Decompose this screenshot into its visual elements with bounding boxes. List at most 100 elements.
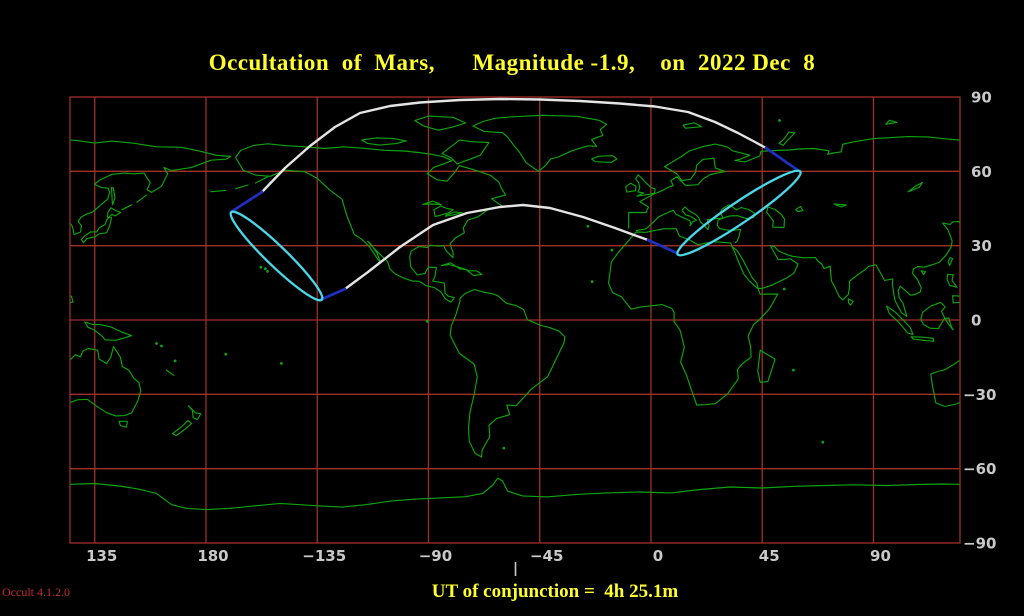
island-dot bbox=[610, 248, 614, 252]
coastline bbox=[920, 270, 926, 276]
island-dot bbox=[266, 270, 269, 273]
coastline bbox=[57, 274, 67, 287]
coastline bbox=[591, 155, 618, 163]
app-version-label: Occult 4.1.2.0 bbox=[2, 585, 70, 599]
coastline bbox=[254, 176, 269, 184]
coastline bbox=[886, 305, 914, 336]
island-dot bbox=[778, 119, 781, 122]
coastline bbox=[885, 119, 898, 125]
coastline bbox=[70, 477, 960, 511]
coastline bbox=[466, 270, 483, 277]
twilight-limit-segment bbox=[646, 238, 679, 255]
coastline bbox=[31, 271, 35, 275]
island-dot bbox=[259, 265, 263, 269]
coastline bbox=[952, 295, 960, 304]
coastline bbox=[1012, 205, 1022, 210]
occultation-upper-limit bbox=[260, 97, 768, 194]
twilight-limit-segment bbox=[764, 146, 801, 173]
coastline bbox=[136, 194, 148, 203]
lon-tick-label: 180 bbox=[197, 547, 228, 565]
coastline bbox=[0, 306, 23, 335]
island-dot bbox=[821, 440, 825, 444]
coastline bbox=[847, 298, 854, 306]
lon-tick-label: 90 bbox=[870, 547, 891, 565]
coastline bbox=[433, 205, 454, 217]
coastline bbox=[472, 114, 608, 172]
island-dot bbox=[502, 446, 506, 450]
lon-tick-label: −45 bbox=[530, 547, 563, 565]
coastline bbox=[165, 369, 175, 376]
coastline bbox=[84, 321, 133, 341]
island-dot bbox=[782, 287, 786, 291]
lon-tick-label: −90 bbox=[419, 547, 452, 565]
daylight-limit-loop bbox=[229, 210, 324, 302]
island-dot bbox=[792, 368, 795, 372]
lat-tick-label: −90 bbox=[963, 535, 996, 553]
coastline bbox=[70, 139, 232, 236]
island-dot bbox=[155, 342, 158, 345]
island-dot bbox=[280, 362, 283, 365]
lat-tick-label: 30 bbox=[971, 237, 992, 255]
coastline bbox=[31, 302, 55, 328]
twilight-limit-segment bbox=[318, 287, 347, 302]
coastline bbox=[910, 336, 935, 342]
coastline bbox=[635, 206, 724, 232]
coastline bbox=[55, 318, 63, 330]
island-dot bbox=[173, 359, 177, 363]
coastline bbox=[118, 420, 128, 428]
lat-tick-label: 60 bbox=[971, 163, 992, 181]
coastline bbox=[947, 257, 954, 267]
lat-tick-label: 90 bbox=[971, 89, 992, 107]
coastline bbox=[778, 131, 796, 146]
coastline bbox=[449, 288, 566, 458]
island-dot bbox=[590, 280, 594, 283]
coastline bbox=[1009, 421, 1017, 427]
coastline bbox=[171, 420, 193, 437]
island-dot bbox=[224, 352, 228, 356]
island-dot bbox=[586, 224, 590, 228]
coastline bbox=[716, 217, 742, 243]
coastline bbox=[210, 189, 227, 193]
coastline bbox=[21, 337, 44, 342]
island-dot bbox=[160, 344, 163, 348]
coastline bbox=[607, 228, 779, 406]
coastline bbox=[920, 301, 946, 330]
conjunction-time-label: UT of conjunction = 4h 25.1m bbox=[431, 581, 679, 602]
coastline bbox=[946, 273, 958, 288]
twilight-limit-segment bbox=[229, 190, 264, 214]
daylight-limit-loop bbox=[676, 169, 802, 257]
coastline bbox=[833, 203, 847, 208]
coastline bbox=[414, 115, 467, 131]
lat-tick-label: −30 bbox=[963, 386, 996, 404]
coastline bbox=[907, 181, 923, 193]
island-dot bbox=[263, 267, 267, 271]
lon-tick-label: 135 bbox=[86, 547, 117, 565]
occultation-curves bbox=[229, 97, 802, 302]
coastline bbox=[795, 205, 804, 213]
coastline bbox=[58, 258, 63, 266]
coastline bbox=[361, 137, 407, 146]
lon-tick-label: −135 bbox=[302, 547, 346, 565]
lon-tick-label: 0 bbox=[653, 547, 663, 565]
map-grid bbox=[69, 96, 961, 544]
coastline bbox=[719, 204, 755, 219]
occultation-lower-limit bbox=[343, 203, 650, 291]
coastline bbox=[959, 484, 960, 485]
coastline bbox=[1002, 187, 1006, 204]
coastline bbox=[80, 207, 122, 244]
coastline bbox=[944, 317, 954, 331]
coastline bbox=[682, 122, 703, 129]
coastline bbox=[444, 211, 463, 217]
coastline bbox=[18, 183, 32, 192]
coastline bbox=[110, 186, 116, 206]
lat-tick-label: 0 bbox=[971, 312, 981, 330]
coastline bbox=[625, 182, 637, 193]
coastline bbox=[635, 174, 656, 197]
axis-labels: 135 180 −135 −90 −45 0 45 90 90 60 30 0 −30 −60 −90 bbox=[86, 89, 996, 566]
coastline bbox=[235, 143, 507, 303]
coastline bbox=[121, 204, 133, 211]
coastline bbox=[235, 184, 249, 190]
lon-tick-label: 45 bbox=[759, 547, 780, 565]
